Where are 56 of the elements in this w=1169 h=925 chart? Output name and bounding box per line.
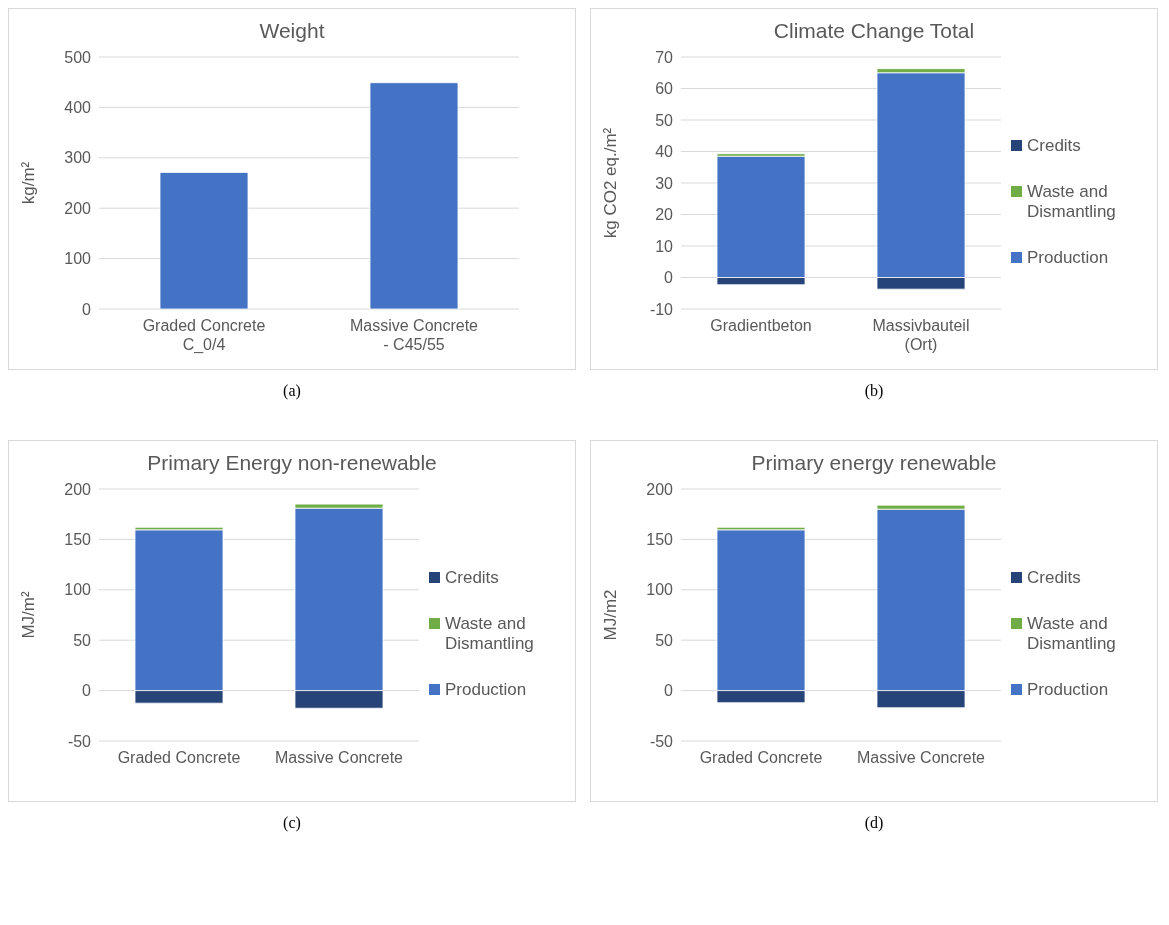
- x-tick-label: Graded Concrete: [699, 749, 823, 766]
- y-tick-label: 100: [64, 250, 92, 268]
- y-tick-label: 0: [664, 269, 674, 287]
- y-tick-label: 10: [655, 237, 674, 255]
- legend-label: Credits: [1027, 136, 1081, 156]
- legend-label: Waste and Dismantling: [1027, 182, 1117, 222]
- y-tick-label: 70: [655, 48, 674, 66]
- y-tick-label: 50: [655, 111, 674, 129]
- text: (c): [282, 814, 302, 832]
- legend-label: Production: [1027, 680, 1109, 700]
- legend-label: Production: [1027, 248, 1109, 268]
- x-tick-label: Gradientbeton: [710, 317, 812, 334]
- legend-label: Production: [445, 680, 527, 700]
- y-tick-label: 20: [655, 206, 674, 224]
- legend-label: Credits: [1027, 568, 1081, 588]
- chart-title: Primary energy renewable: [750, 451, 998, 475]
- legend-label: Waste and Dismantling: [445, 614, 535, 654]
- y-tick-label: 150: [64, 531, 92, 549]
- y-tick-label: -50: [649, 732, 674, 750]
- chart-title: Climate Change Total: [772, 19, 976, 43]
- y-tick-label: 50: [655, 631, 674, 649]
- chart-title: Primary Energy non-renewable: [146, 451, 438, 475]
- text: (d): [863, 814, 885, 832]
- x-tick-label: Massive Concrete: [856, 749, 986, 766]
- legend-label: Waste and Dismantling: [1027, 614, 1117, 654]
- y-tick-label: -10: [649, 300, 674, 318]
- x-tick-label: Massivbauteil (Ort): [872, 317, 970, 353]
- y-tick-label: 0: [664, 682, 674, 700]
- x-tick-label: Graded Concrete C_0/4: [142, 317, 266, 354]
- y-tick-label: 40: [655, 143, 674, 161]
- y-tick-label: 0: [82, 300, 92, 318]
- y-tick-label: 60: [655, 80, 674, 98]
- y-tick-label: 500: [64, 48, 92, 66]
- y-tick-label: 100: [646, 581, 674, 599]
- x-tick-label: Massive Concrete: [274, 749, 404, 766]
- y-axis-title: kg/m²: [19, 161, 39, 205]
- y-tick-label: 30: [655, 174, 674, 192]
- y-tick-label: 0: [82, 682, 92, 700]
- text: (b): [863, 382, 885, 400]
- y-tick-label: 200: [64, 480, 92, 498]
- y-axis-title: MJ/m²: [19, 591, 39, 639]
- y-tick-label: 200: [646, 480, 674, 498]
- y-tick-label: 100: [64, 581, 92, 599]
- x-tick-label: Massive Concrete - C45/55: [349, 317, 479, 353]
- y-tick-label: 150: [646, 531, 674, 549]
- chart-title: Weight: [258, 19, 326, 43]
- text: (a): [282, 382, 302, 400]
- y-tick-label: -50: [67, 732, 92, 750]
- x-tick-label: Graded Concrete: [117, 749, 241, 766]
- y-axis-title: MJ/m2: [601, 589, 621, 641]
- y-tick-label: 200: [64, 199, 92, 217]
- y-tick-label: 400: [64, 99, 92, 117]
- y-tick-label: 300: [64, 149, 92, 167]
- legend-label: Credits: [445, 568, 499, 588]
- y-tick-label: 50: [73, 631, 92, 649]
- y-axis-title: kg CO2 eq./m²: [601, 127, 621, 239]
